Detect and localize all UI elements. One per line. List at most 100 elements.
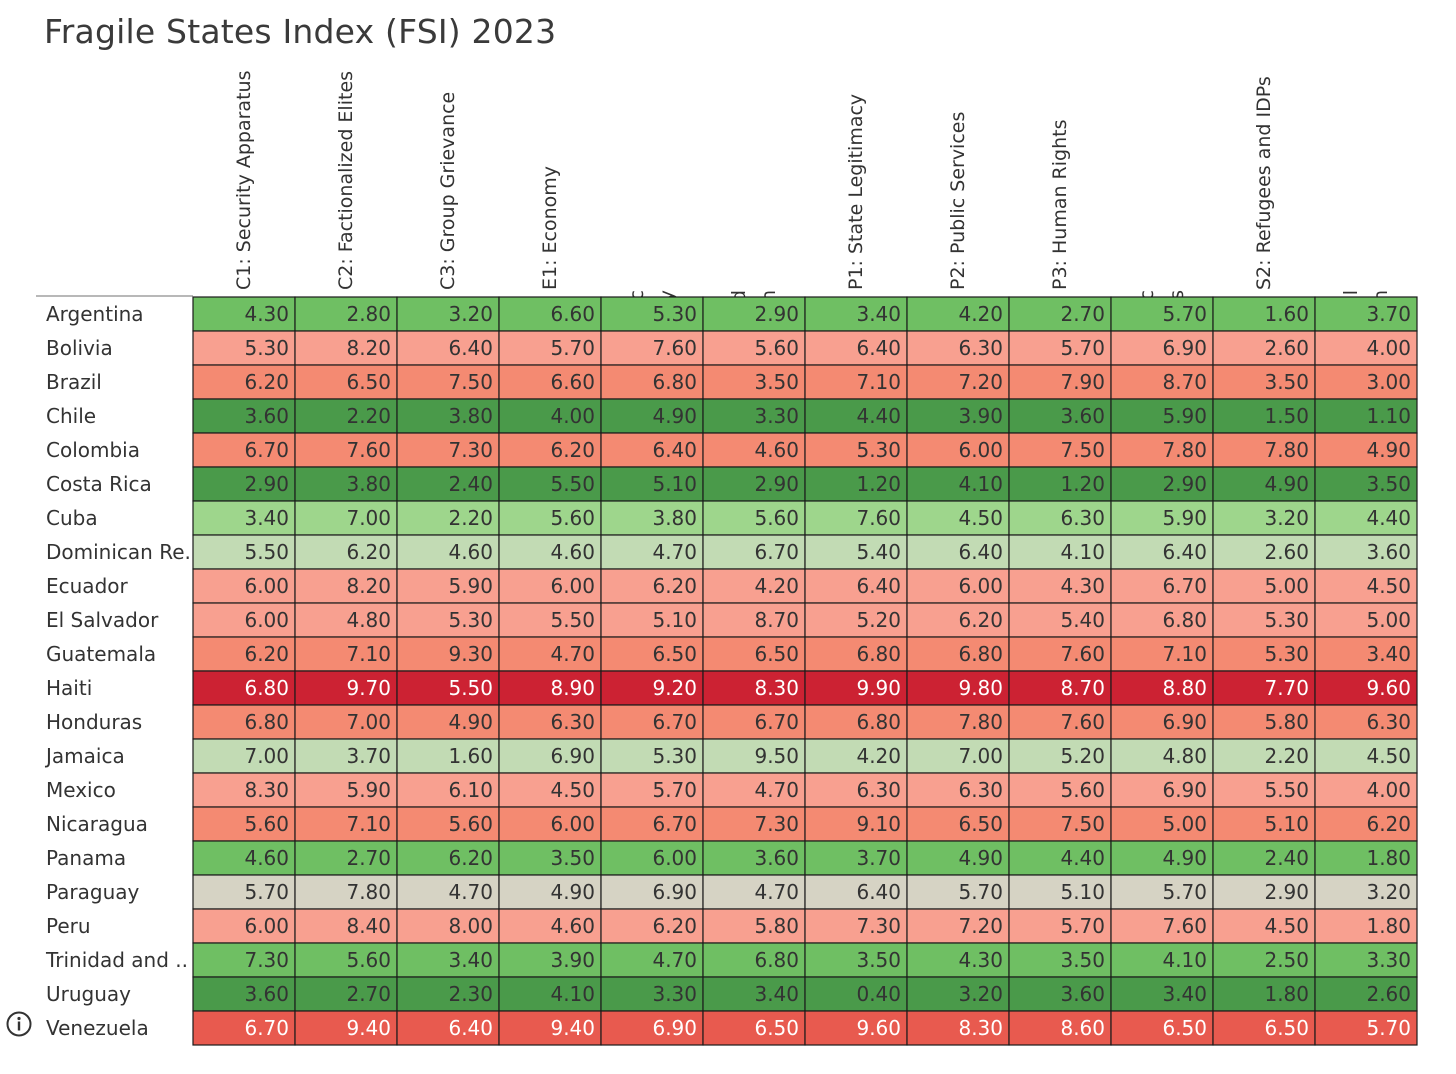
heatmap-cell[interactable] [294, 908, 398, 944]
heatmap-cell[interactable] [906, 466, 1010, 502]
heatmap-cell[interactable] [1314, 568, 1418, 604]
heatmap-cell[interactable] [1110, 840, 1214, 876]
heatmap-cell[interactable] [1008, 840, 1112, 876]
heatmap-cell[interactable] [1110, 500, 1214, 536]
heatmap-cell[interactable] [906, 568, 1010, 604]
heatmap-cell[interactable] [1212, 806, 1316, 842]
heatmap-cell[interactable] [498, 364, 602, 400]
heatmap-cell[interactable] [804, 432, 908, 468]
heatmap-cell[interactable] [906, 942, 1010, 978]
heatmap-cell[interactable] [396, 602, 500, 638]
heatmap-cell[interactable] [906, 670, 1010, 706]
heatmap-cell[interactable] [498, 296, 602, 332]
heatmap-cell[interactable] [498, 670, 602, 706]
heatmap-cell[interactable] [192, 1010, 296, 1046]
heatmap-cell[interactable] [1314, 296, 1418, 332]
heatmap-cell[interactable] [294, 568, 398, 604]
heatmap-cell[interactable] [1008, 534, 1112, 570]
heatmap-cell[interactable] [1110, 942, 1214, 978]
heatmap-cell[interactable] [396, 1010, 500, 1046]
heatmap-cell[interactable] [702, 704, 806, 740]
heatmap-cell[interactable] [294, 874, 398, 910]
heatmap-cell[interactable] [192, 840, 296, 876]
heatmap-cell[interactable] [1110, 534, 1214, 570]
heatmap-cell[interactable] [1212, 670, 1316, 706]
heatmap-cell[interactable] [192, 602, 296, 638]
heatmap-cell[interactable] [1008, 874, 1112, 910]
heatmap-cell[interactable] [396, 670, 500, 706]
heatmap-cell[interactable] [1314, 874, 1418, 910]
heatmap-cell[interactable] [600, 908, 704, 944]
heatmap-cell[interactable] [294, 840, 398, 876]
heatmap-cell[interactable] [804, 568, 908, 604]
heatmap-cell[interactable] [294, 330, 398, 366]
heatmap-cell[interactable] [702, 466, 806, 502]
heatmap-cell[interactable] [498, 568, 602, 604]
heatmap-cell[interactable] [498, 942, 602, 978]
heatmap-cell[interactable] [702, 908, 806, 944]
heatmap-cell[interactable] [1314, 602, 1418, 638]
heatmap-cell[interactable] [396, 364, 500, 400]
heatmap-cell[interactable] [1212, 1010, 1316, 1046]
heatmap-cell[interactable] [294, 602, 398, 638]
heatmap-cell[interactable] [498, 806, 602, 842]
heatmap-cell[interactable] [1110, 976, 1214, 1012]
heatmap-cell[interactable] [1110, 398, 1214, 434]
heatmap-cell[interactable] [600, 704, 704, 740]
heatmap-cell[interactable] [1314, 704, 1418, 740]
heatmap-cell[interactable] [804, 874, 908, 910]
heatmap-cell[interactable] [1110, 330, 1214, 366]
heatmap-cell[interactable] [600, 330, 704, 366]
heatmap-cell[interactable] [702, 296, 806, 332]
heatmap-cell[interactable] [192, 330, 296, 366]
heatmap-cell[interactable] [600, 1010, 704, 1046]
heatmap-cell[interactable] [192, 806, 296, 842]
heatmap-cell[interactable] [1212, 840, 1316, 876]
heatmap-cell[interactable] [1212, 534, 1316, 570]
heatmap-cell[interactable] [1110, 874, 1214, 910]
heatmap-cell[interactable] [906, 534, 1010, 570]
heatmap-cell[interactable] [396, 636, 500, 672]
heatmap-cell[interactable] [702, 772, 806, 808]
heatmap-cell[interactable] [294, 942, 398, 978]
heatmap-cell[interactable] [804, 942, 908, 978]
heatmap-cell[interactable] [702, 874, 806, 910]
heatmap-cell[interactable] [396, 908, 500, 944]
heatmap-cell[interactable] [804, 466, 908, 502]
heatmap-cell[interactable] [804, 602, 908, 638]
heatmap-cell[interactable] [294, 466, 398, 502]
heatmap-cell[interactable] [1008, 942, 1112, 978]
heatmap-cell[interactable] [1212, 568, 1316, 604]
heatmap-cell[interactable] [396, 432, 500, 468]
heatmap-cell[interactable] [192, 738, 296, 774]
heatmap-cell[interactable] [906, 432, 1010, 468]
heatmap-cell[interactable] [600, 738, 704, 774]
heatmap-cell[interactable] [1110, 432, 1214, 468]
heatmap-cell[interactable] [1212, 432, 1316, 468]
heatmap-cell[interactable] [1110, 602, 1214, 638]
heatmap-cell[interactable] [294, 432, 398, 468]
heatmap-cell[interactable] [1212, 738, 1316, 774]
heatmap-cell[interactable] [294, 534, 398, 570]
heatmap-cell[interactable] [1314, 1010, 1418, 1046]
heatmap-cell[interactable] [498, 738, 602, 774]
heatmap-cell[interactable] [1008, 602, 1112, 638]
heatmap-cell[interactable] [1110, 772, 1214, 808]
heatmap-cell[interactable] [702, 840, 806, 876]
heatmap-cell[interactable] [1110, 636, 1214, 672]
heatmap-cell[interactable] [600, 432, 704, 468]
heatmap-cell[interactable] [1212, 908, 1316, 944]
heatmap-cell[interactable] [396, 704, 500, 740]
heatmap-cell[interactable] [804, 330, 908, 366]
heatmap-cell[interactable] [906, 738, 1010, 774]
heatmap-cell[interactable] [804, 364, 908, 400]
heatmap-cell[interactable] [1314, 738, 1418, 774]
heatmap-cell[interactable] [600, 636, 704, 672]
heatmap-cell[interactable] [1008, 330, 1112, 366]
heatmap-cell[interactable] [1008, 398, 1112, 434]
heatmap-cell[interactable] [294, 738, 398, 774]
heatmap-cell[interactable] [396, 976, 500, 1012]
heatmap-cell[interactable] [1008, 738, 1112, 774]
heatmap-cell[interactable] [804, 500, 908, 536]
heatmap-cell[interactable] [396, 772, 500, 808]
